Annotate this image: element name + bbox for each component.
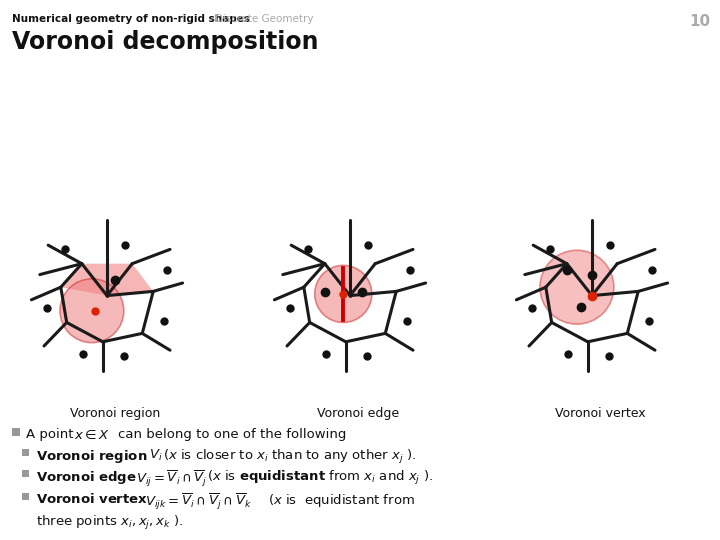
FancyBboxPatch shape xyxy=(22,449,29,456)
FancyBboxPatch shape xyxy=(22,470,29,477)
Text: $( x$ is closer to $x_i$ than to any other $x_j$ ).: $( x$ is closer to $x_i$ than to any oth… xyxy=(163,448,416,466)
Text: $\bf{Voronoi\ vertex}$: $\bf{Voronoi\ vertex}$ xyxy=(36,492,148,506)
Text: Numerical geometry of non-rigid shapes: Numerical geometry of non-rigid shapes xyxy=(12,14,250,24)
Text: can belong to one of the following: can belong to one of the following xyxy=(118,428,346,441)
Text: $\bf{Voronoi\ edge}$: $\bf{Voronoi\ edge}$ xyxy=(36,469,137,486)
Polygon shape xyxy=(60,264,153,295)
Ellipse shape xyxy=(540,250,614,324)
Text: $V_i$: $V_i$ xyxy=(149,448,163,463)
Text: $( x$ is $\mathbf{equidistant}$ from $x_i$ and $x_j$ ).: $( x$ is $\mathbf{equidistant}$ from $x_… xyxy=(207,469,433,487)
FancyBboxPatch shape xyxy=(22,493,29,500)
Text: Voronoi decomposition: Voronoi decomposition xyxy=(12,30,318,54)
Text: Discrete Geometry: Discrete Geometry xyxy=(215,14,313,24)
Text: $x \in X$: $x \in X$ xyxy=(74,428,110,442)
Text: 10: 10 xyxy=(689,14,710,29)
Text: $V_{ijk} = \overline{V}_i \cap \overline{V}_j \cap \overline{V}_k$: $V_{ijk} = \overline{V}_i \cap \overline… xyxy=(145,492,252,512)
Text: Voronoi vertex: Voronoi vertex xyxy=(554,407,645,421)
Text: A point: A point xyxy=(26,428,73,441)
Ellipse shape xyxy=(60,279,124,343)
FancyBboxPatch shape xyxy=(12,428,20,436)
Ellipse shape xyxy=(315,265,372,322)
Text: $( x$ is  equidistant from: $( x$ is equidistant from xyxy=(268,492,415,509)
Text: Voronoi region: Voronoi region xyxy=(70,407,160,421)
Text: three points $x_i, x_j, x_k$ ).: three points $x_i, x_j, x_k$ ). xyxy=(36,514,184,532)
Text: $V_{ij} = \overline{V}_i \cap \overline{V}_j$: $V_{ij} = \overline{V}_i \cap \overline{… xyxy=(136,469,207,489)
Text: Voronoi edge: Voronoi edge xyxy=(317,407,399,421)
Text: $\bf{Voronoi\ region}$: $\bf{Voronoi\ region}$ xyxy=(36,448,148,465)
